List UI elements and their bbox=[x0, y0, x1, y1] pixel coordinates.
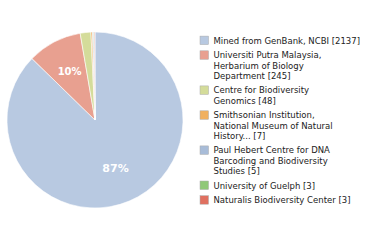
pie-slice bbox=[91, 32, 95, 120]
legend-label: Centre for BiodiversityGenomics [48] bbox=[214, 85, 310, 105]
legend-swatch bbox=[200, 86, 209, 95]
pie-slice bbox=[93, 32, 95, 120]
legend-label: Paul Hebert Centre for DNABarcoding and … bbox=[214, 145, 331, 175]
pie-slice bbox=[94, 32, 95, 120]
legend-label: Naturalis Biodiversity Center [3] bbox=[214, 195, 351, 205]
pie-slice bbox=[7, 32, 183, 208]
legend-swatch bbox=[200, 51, 209, 60]
legend-label: University of Guelph [3] bbox=[214, 181, 316, 191]
slice-label: 10% bbox=[58, 66, 82, 77]
legend-swatch bbox=[200, 196, 209, 205]
pie-slice bbox=[80, 32, 95, 120]
chart: 87% 10% Mined from GenBank, NCBI [2137] Uni… bbox=[0, 0, 380, 240]
legend: Mined from GenBank, NCBI [2137] Universit… bbox=[200, 36, 360, 206]
legend-label: Mined from GenBank, NCBI [2137] bbox=[214, 36, 360, 46]
legend-swatch bbox=[200, 111, 209, 120]
slice-label: 87% bbox=[102, 162, 128, 175]
slice-labels: 87% 10% bbox=[58, 66, 129, 175]
legend-label: Smithsonian Institution,National Museum … bbox=[214, 110, 333, 140]
pie bbox=[7, 32, 183, 208]
legend-swatch bbox=[200, 36, 209, 45]
legend-label: Universiti Putra Malaysia,Herbarium of B… bbox=[214, 50, 322, 80]
legend-swatch bbox=[200, 181, 209, 190]
legend-swatch bbox=[200, 146, 209, 155]
pie-slice bbox=[94, 32, 96, 120]
